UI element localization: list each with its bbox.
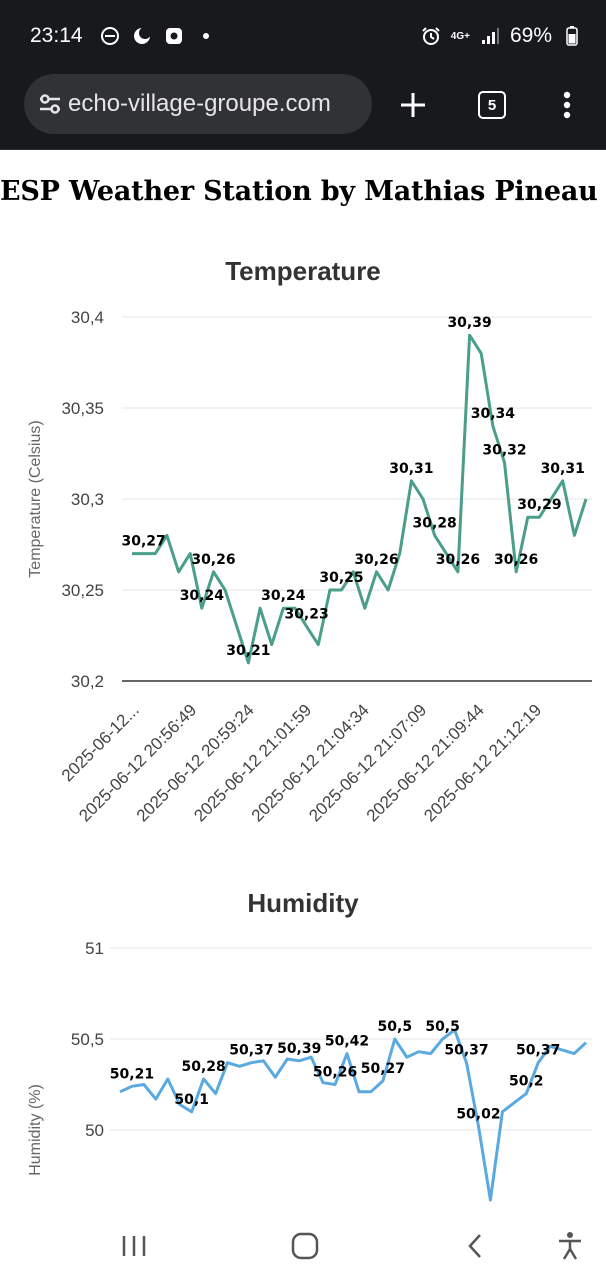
status-bar: 23:14 4G+ 69% (0, 0, 606, 72)
site-settings-icon[interactable] (36, 90, 64, 118)
y-tick-label: 30,2 (71, 672, 104, 691)
data-label: 30,27 (121, 534, 165, 550)
data-label: 50,37 (229, 1043, 273, 1059)
tab-count[interactable]: 5 (478, 91, 506, 119)
data-label: 50,42 (325, 1034, 369, 1050)
url-text[interactable]: echo-village-groupe.com (68, 90, 331, 117)
battery-icon (562, 26, 582, 46)
data-label: 50,21 (110, 1066, 154, 1082)
y-tick-label: 50 (85, 1121, 104, 1140)
y-axis-title: Temperature (Celsius) (27, 420, 44, 577)
data-label: 30,39 (447, 315, 491, 331)
y-tick-label: 30,25 (61, 581, 104, 600)
network-type: 4G+ (450, 30, 470, 42)
data-label: 30,34 (471, 406, 516, 422)
system-nav-bar (0, 1204, 606, 1280)
status-left-icons (100, 26, 216, 46)
data-label: 30,24 (261, 588, 306, 604)
browser-toolbar: echo-village-groupe.com 5 (0, 72, 606, 150)
series-line (132, 333, 588, 665)
do-not-disturb-icon (100, 26, 120, 46)
x-tick-label: 2025-06-12 21:12:19 (420, 700, 545, 825)
data-label: 50,26 (313, 1065, 357, 1081)
data-label: 30,26 (354, 552, 398, 568)
data-label: 50,37 (516, 1043, 560, 1059)
home-icon[interactable] (285, 1226, 325, 1266)
temperature-chart: Temperature 30,4 30,35 30,3 30,25 30,2 Tempera… (27, 256, 592, 825)
tab-switcher-icon[interactable]: 5 (475, 88, 509, 122)
data-label: 30,21 (226, 643, 270, 659)
y-tick-label: 30,3 (71, 490, 104, 509)
series-line (119, 1028, 588, 1202)
humidity-chart: Humidity 51 50,5 50 Humidity (%) 50,21 50,1 50,… (27, 888, 592, 1202)
data-label: 50,02 (456, 1106, 500, 1122)
app-notification-icon (164, 26, 184, 46)
data-label: 50,2 (509, 1074, 544, 1090)
data-label: 30,31 (389, 461, 433, 477)
data-label: 50,37 (444, 1043, 488, 1059)
alarm-icon (421, 26, 441, 46)
recent-apps-icon[interactable] (114, 1226, 154, 1266)
battery-percent: 69% (509, 24, 552, 47)
signal-icon (480, 26, 500, 46)
data-label: 30,23 (284, 606, 328, 622)
y-tick-label: 30,35 (61, 399, 104, 418)
data-label: 50,28 (181, 1059, 225, 1075)
data-label: 30,26 (436, 552, 480, 568)
y-tick-label: 51 (85, 939, 104, 958)
dot-icon (196, 26, 216, 46)
data-label: 30,26 (494, 552, 538, 568)
status-right-icons: 4G+ 69% (421, 24, 582, 48)
data-label: 30,25 (319, 570, 363, 586)
back-icon[interactable] (455, 1226, 495, 1266)
chart-title: Temperature (225, 256, 381, 286)
data-label: 50,27 (361, 1061, 405, 1077)
data-label: 30,28 (413, 515, 457, 531)
clock: 23:14 (30, 24, 83, 47)
accessibility-icon[interactable] (550, 1226, 590, 1266)
address-bar[interactable]: echo-village-groupe.com (24, 74, 372, 134)
y-tick-label: 50,5 (71, 1030, 104, 1049)
data-label: 50,5 (378, 1019, 413, 1035)
data-label: 50,5 (425, 1019, 460, 1035)
data-label: 30,26 (191, 552, 235, 568)
chart-title: Humidity (247, 888, 359, 918)
y-tick-label: 30,4 (71, 308, 104, 327)
data-label: 30,32 (482, 443, 526, 459)
toolbar-divider (0, 149, 606, 150)
data-label: 50,39 (277, 1041, 321, 1057)
data-label: 30,24 (180, 588, 225, 604)
more-menu-icon[interactable] (550, 88, 584, 122)
data-label: 30,29 (517, 497, 561, 513)
data-label: 30,31 (541, 461, 585, 477)
night-mode-icon (132, 26, 152, 46)
new-tab-plus-icon[interactable] (396, 88, 430, 122)
data-label: 50,1 (174, 1092, 209, 1108)
page-title: ESP Weather Station by Mathias Pineau (0, 176, 598, 207)
y-axis-title: Humidity (%) (27, 1084, 44, 1176)
